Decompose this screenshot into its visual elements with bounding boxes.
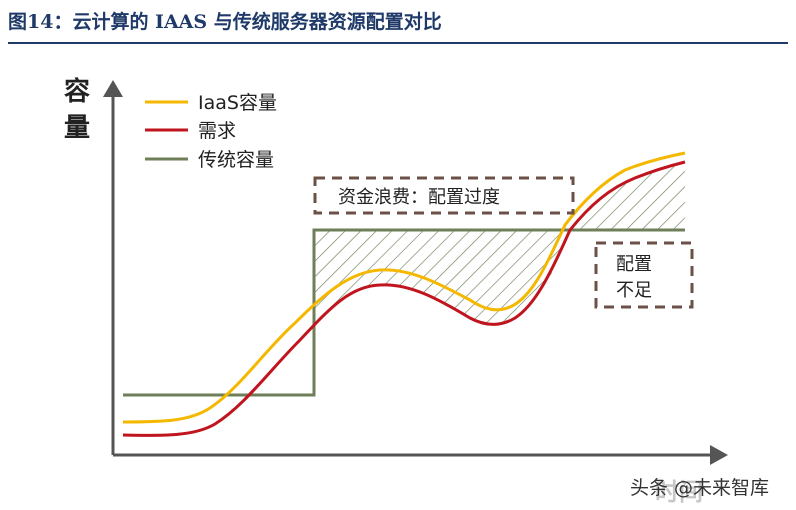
demand-line	[122, 160, 686, 437]
overprovision-label: 资金浪费：配置过度	[338, 187, 500, 208]
y-axis-label-2: 量	[64, 113, 90, 143]
iaas-capacity-line	[122, 151, 686, 424]
title-divider	[8, 42, 788, 44]
x-axis-arrow-icon	[710, 445, 728, 465]
legend-label-traditional: 传统容量	[198, 149, 274, 171]
figure-title: 图14：云计算的 IAAS 与传统服务器资源配置对比	[8, 11, 442, 33]
watermark-backdrop	[620, 468, 790, 504]
underprovision-box	[594, 241, 694, 309]
overprovision-hatch	[315, 230, 570, 330]
underprovision-label-line2: 不足	[616, 280, 652, 301]
overprovision-box	[313, 176, 575, 215]
underprovision-label-line1: 配置	[616, 254, 652, 275]
traditional-capacity-line	[123, 228, 685, 397]
y-axis-arrow-icon	[103, 80, 123, 97]
legend-label-demand: 需求	[198, 120, 236, 142]
legend-label-iaas: IaaS容量	[198, 92, 277, 114]
watermark: 头条 @未来智库	[630, 477, 769, 499]
y-axis-label-1: 容	[64, 76, 90, 107]
